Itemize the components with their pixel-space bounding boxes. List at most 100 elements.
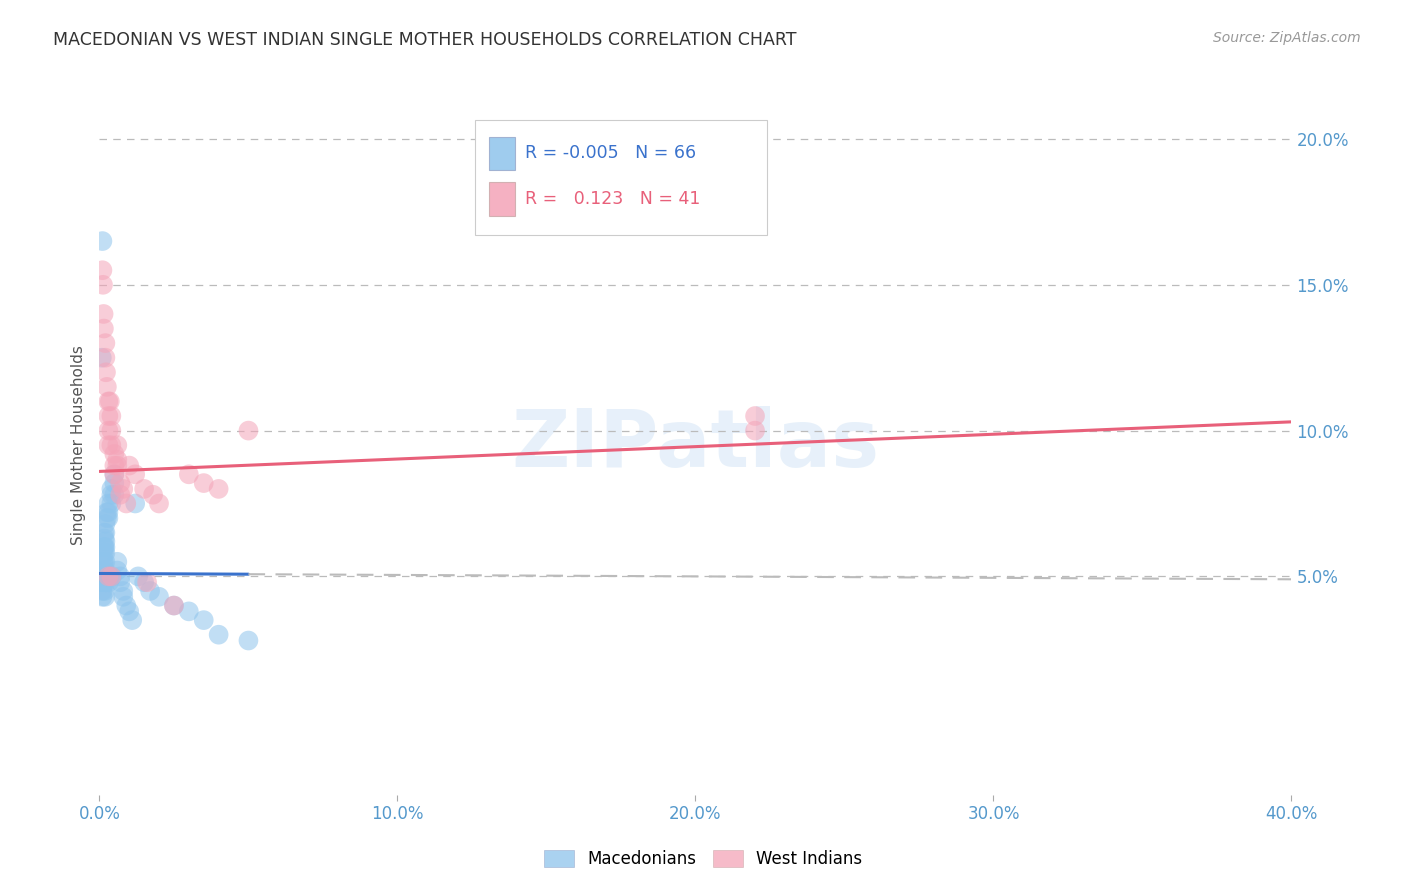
Point <box>91 555 114 569</box>
Point <box>93 525 115 540</box>
Point <box>94 525 117 540</box>
Point <box>103 467 125 482</box>
Point <box>97 394 120 409</box>
Point <box>94 569 117 583</box>
Point <box>121 613 143 627</box>
Point <box>163 599 186 613</box>
Bar <box>489 136 516 170</box>
Point <box>100 569 122 583</box>
Point <box>97 409 120 423</box>
Point <box>103 447 125 461</box>
Point <box>97 511 120 525</box>
Point <box>94 516 117 531</box>
Text: ZIPatlas: ZIPatlas <box>512 406 880 484</box>
Point <box>91 584 114 599</box>
Point <box>94 365 117 379</box>
Point <box>91 569 114 583</box>
Point <box>93 540 115 554</box>
Point <box>100 424 122 438</box>
Point <box>100 488 122 502</box>
Point <box>101 569 124 583</box>
Point <box>94 534 117 549</box>
Point <box>163 599 186 613</box>
Point <box>97 424 120 438</box>
Point <box>100 409 122 423</box>
Point <box>94 569 117 583</box>
Point <box>93 546 115 560</box>
Point <box>91 263 114 277</box>
Point <box>142 488 165 502</box>
Point <box>139 584 162 599</box>
Point <box>96 575 118 590</box>
Point <box>110 476 132 491</box>
Text: R = -0.005   N = 66: R = -0.005 N = 66 <box>524 145 696 162</box>
Point <box>134 575 156 590</box>
Point <box>238 633 260 648</box>
Point <box>91 590 114 604</box>
Point <box>110 575 132 590</box>
Point <box>94 590 117 604</box>
Point <box>110 569 132 583</box>
Point <box>93 321 115 335</box>
Point <box>105 452 128 467</box>
Point <box>90 351 112 365</box>
Point <box>100 482 122 496</box>
Point <box>744 409 766 423</box>
Point <box>90 569 112 583</box>
Point <box>100 438 122 452</box>
Point <box>91 569 114 583</box>
Point <box>134 482 156 496</box>
Point <box>97 496 120 510</box>
Point <box>93 532 115 546</box>
Point <box>97 569 120 583</box>
Point <box>193 613 215 627</box>
Point <box>91 234 114 248</box>
Point <box>115 599 138 613</box>
Point <box>103 458 125 473</box>
Point <box>177 604 200 618</box>
Point <box>118 458 141 473</box>
Point <box>91 575 114 590</box>
Point <box>94 584 117 599</box>
Point <box>96 505 118 519</box>
Point <box>103 467 125 482</box>
Point <box>208 482 231 496</box>
Point <box>193 476 215 491</box>
Point <box>91 564 114 578</box>
Point <box>124 496 146 510</box>
Text: R =   0.123   N = 41: R = 0.123 N = 41 <box>524 190 700 208</box>
Point <box>112 590 135 604</box>
Point <box>208 628 231 642</box>
Point <box>93 555 115 569</box>
Point <box>94 569 117 583</box>
Point <box>96 380 118 394</box>
Point <box>105 564 128 578</box>
Point <box>105 555 128 569</box>
Point <box>110 488 132 502</box>
Point <box>127 569 149 583</box>
Point <box>105 438 128 452</box>
Point <box>97 569 120 583</box>
Point <box>118 604 141 618</box>
Point <box>96 511 118 525</box>
Bar <box>489 182 516 216</box>
Text: MACEDONIAN VS WEST INDIAN SINGLE MOTHER HOUSEHOLDS CORRELATION CHART: MACEDONIAN VS WEST INDIAN SINGLE MOTHER … <box>53 31 797 49</box>
Point <box>94 555 117 569</box>
Point <box>100 496 122 510</box>
Point <box>148 590 170 604</box>
Point <box>103 476 125 491</box>
Point <box>136 575 159 590</box>
Point <box>90 575 112 590</box>
Point <box>148 496 170 510</box>
Point <box>112 482 135 496</box>
Point <box>115 496 138 510</box>
Point <box>93 540 115 554</box>
Point <box>97 505 120 519</box>
Point <box>124 467 146 482</box>
Point <box>94 336 117 351</box>
Point <box>94 351 117 365</box>
Point <box>93 307 115 321</box>
Point <box>105 458 128 473</box>
Text: Source: ZipAtlas.com: Source: ZipAtlas.com <box>1213 31 1361 45</box>
Point <box>94 575 117 590</box>
